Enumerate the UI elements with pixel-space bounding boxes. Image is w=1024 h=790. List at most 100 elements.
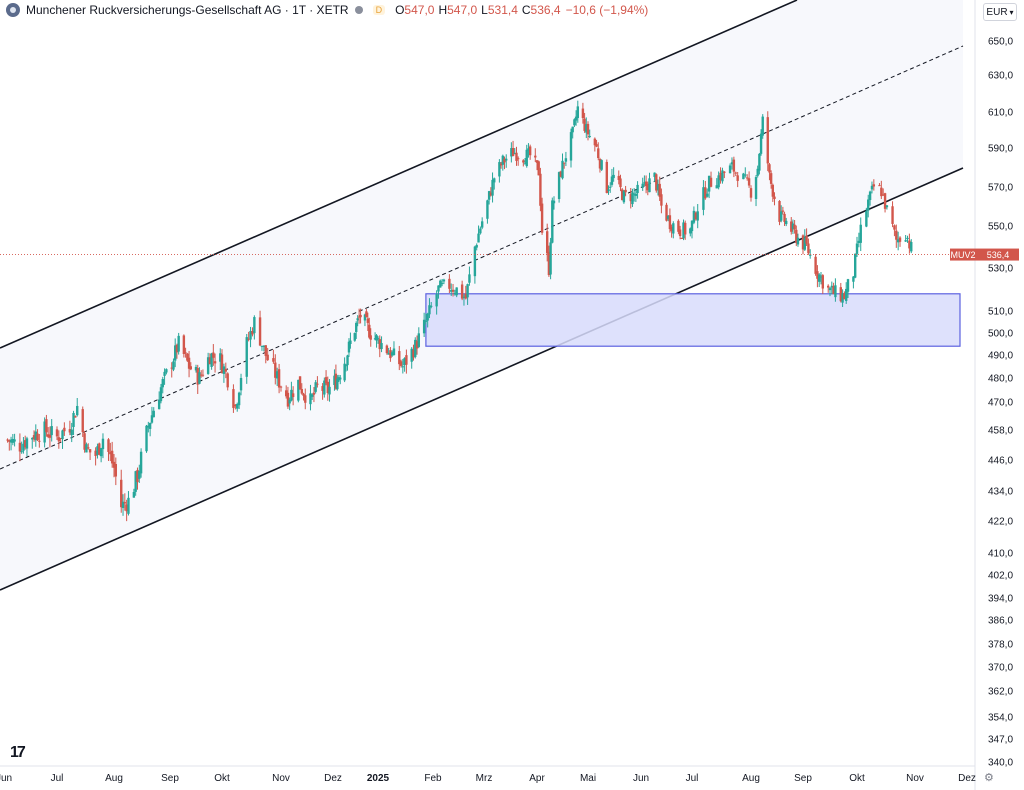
candle-body [593, 138, 597, 146]
close-value: 536,4 [530, 3, 561, 17]
symbol-tag-label: MUV2 [950, 250, 975, 260]
candle-body [707, 175, 711, 192]
candle-body [769, 173, 773, 184]
x-tick-label: Jun [633, 773, 649, 784]
x-tick-label: Jul [686, 773, 699, 784]
candle-body [828, 288, 832, 291]
candle-body [839, 287, 842, 302]
candle-body [55, 429, 59, 437]
time-axis[interactable]: Jun Jul Aug Sep Okt Nov Dez 2025 Feb Mrz Apr Mai Jun… [0, 765, 976, 784]
candle-body [337, 377, 341, 381]
candle-body [677, 220, 680, 232]
candle-body [316, 383, 319, 385]
candle-body [114, 464, 118, 477]
candle-body [761, 116, 764, 136]
candle-body [174, 345, 177, 361]
candle-body [251, 330, 254, 335]
x-tick-label: Nov [906, 773, 924, 784]
candle-body [896, 239, 900, 243]
candle-body [163, 371, 166, 376]
candle-body [88, 449, 92, 453]
candle-body [793, 224, 796, 230]
candle-body [585, 124, 588, 133]
candle-body [74, 416, 77, 418]
candle-body [690, 220, 694, 232]
candle-body [343, 363, 346, 381]
settings-gear-icon[interactable]: ⚙ [984, 772, 994, 784]
candle-body [34, 431, 37, 441]
candle-body [540, 203, 544, 233]
candle-body [658, 183, 661, 197]
high-value: 547,0 [447, 3, 478, 17]
y-tick-label: 550,0 [988, 222, 1013, 233]
candle-body [112, 461, 116, 468]
candle-body [672, 223, 675, 234]
candle-body [224, 368, 228, 372]
candle-body [182, 335, 186, 355]
tradingview-logo-icon[interactable]: 17 [10, 744, 26, 761]
candle-body [98, 443, 101, 455]
candle-body [412, 349, 415, 358]
candle-body [198, 372, 201, 384]
candle-body [132, 491, 136, 498]
candle-body [796, 237, 800, 245]
support-zone[interactable] [425, 293, 961, 347]
candle-body [631, 192, 634, 205]
candle-body [684, 222, 687, 235]
x-tick-label: Dez [958, 773, 976, 784]
candle-body [809, 254, 812, 256]
y-tick-label: 650,0 [988, 37, 1013, 48]
candle-body [598, 158, 602, 169]
candle-body [298, 376, 302, 390]
candle-body [435, 294, 438, 307]
candle-body [247, 338, 250, 340]
channel-median-line [0, 45, 964, 470]
candle-body [898, 237, 902, 242]
x-tick-label: Mai [580, 773, 596, 784]
candle-body [72, 413, 75, 427]
candle-body [288, 399, 291, 404]
candle-body [61, 430, 64, 440]
candle-body [552, 200, 556, 204]
candle-body [253, 317, 256, 334]
candle-body [595, 144, 598, 147]
candle-body [277, 369, 281, 388]
candle-body [184, 352, 187, 354]
candle-body [473, 246, 477, 277]
candle-body [324, 377, 328, 384]
candle-body [480, 221, 484, 228]
candle-body [885, 205, 889, 208]
candle-body [527, 148, 530, 151]
last-price-marker: MUV2 536,4 [0, 248, 1019, 261]
candle-body [619, 178, 622, 188]
candle-body [24, 440, 27, 448]
candle-body [466, 284, 469, 298]
candle-body [493, 178, 496, 183]
symbol-title[interactable]: Munchener Ruckversicherungs-Gesellschaft… [26, 3, 349, 17]
candle-body [617, 175, 620, 181]
candle-body [460, 284, 464, 299]
currency-selector[interactable]: EUR [983, 3, 1017, 21]
candle-body [455, 287, 458, 296]
candle-body [219, 353, 222, 362]
candle-body [8, 440, 11, 442]
candle-body [462, 296, 466, 298]
candle-body [605, 161, 609, 193]
candle-body [904, 240, 907, 242]
y-tick-label: 510,0 [988, 307, 1013, 318]
candle-body [867, 199, 870, 211]
candle-body [148, 423, 152, 429]
candle-body [667, 215, 670, 219]
candle-body [390, 352, 394, 356]
candle-body [597, 148, 600, 159]
candle-body [522, 160, 525, 163]
candle-body [783, 213, 786, 222]
candle-body [646, 184, 649, 191]
candle-body [424, 320, 428, 322]
price-axis[interactable]: 650,0 630,0 610,0 590,0 570,0 550,0 530,0 510,0… [974, 0, 1013, 790]
candle-body [549, 242, 552, 275]
candle-body [353, 333, 356, 341]
candle-body [291, 393, 295, 398]
candle-body [539, 173, 542, 206]
